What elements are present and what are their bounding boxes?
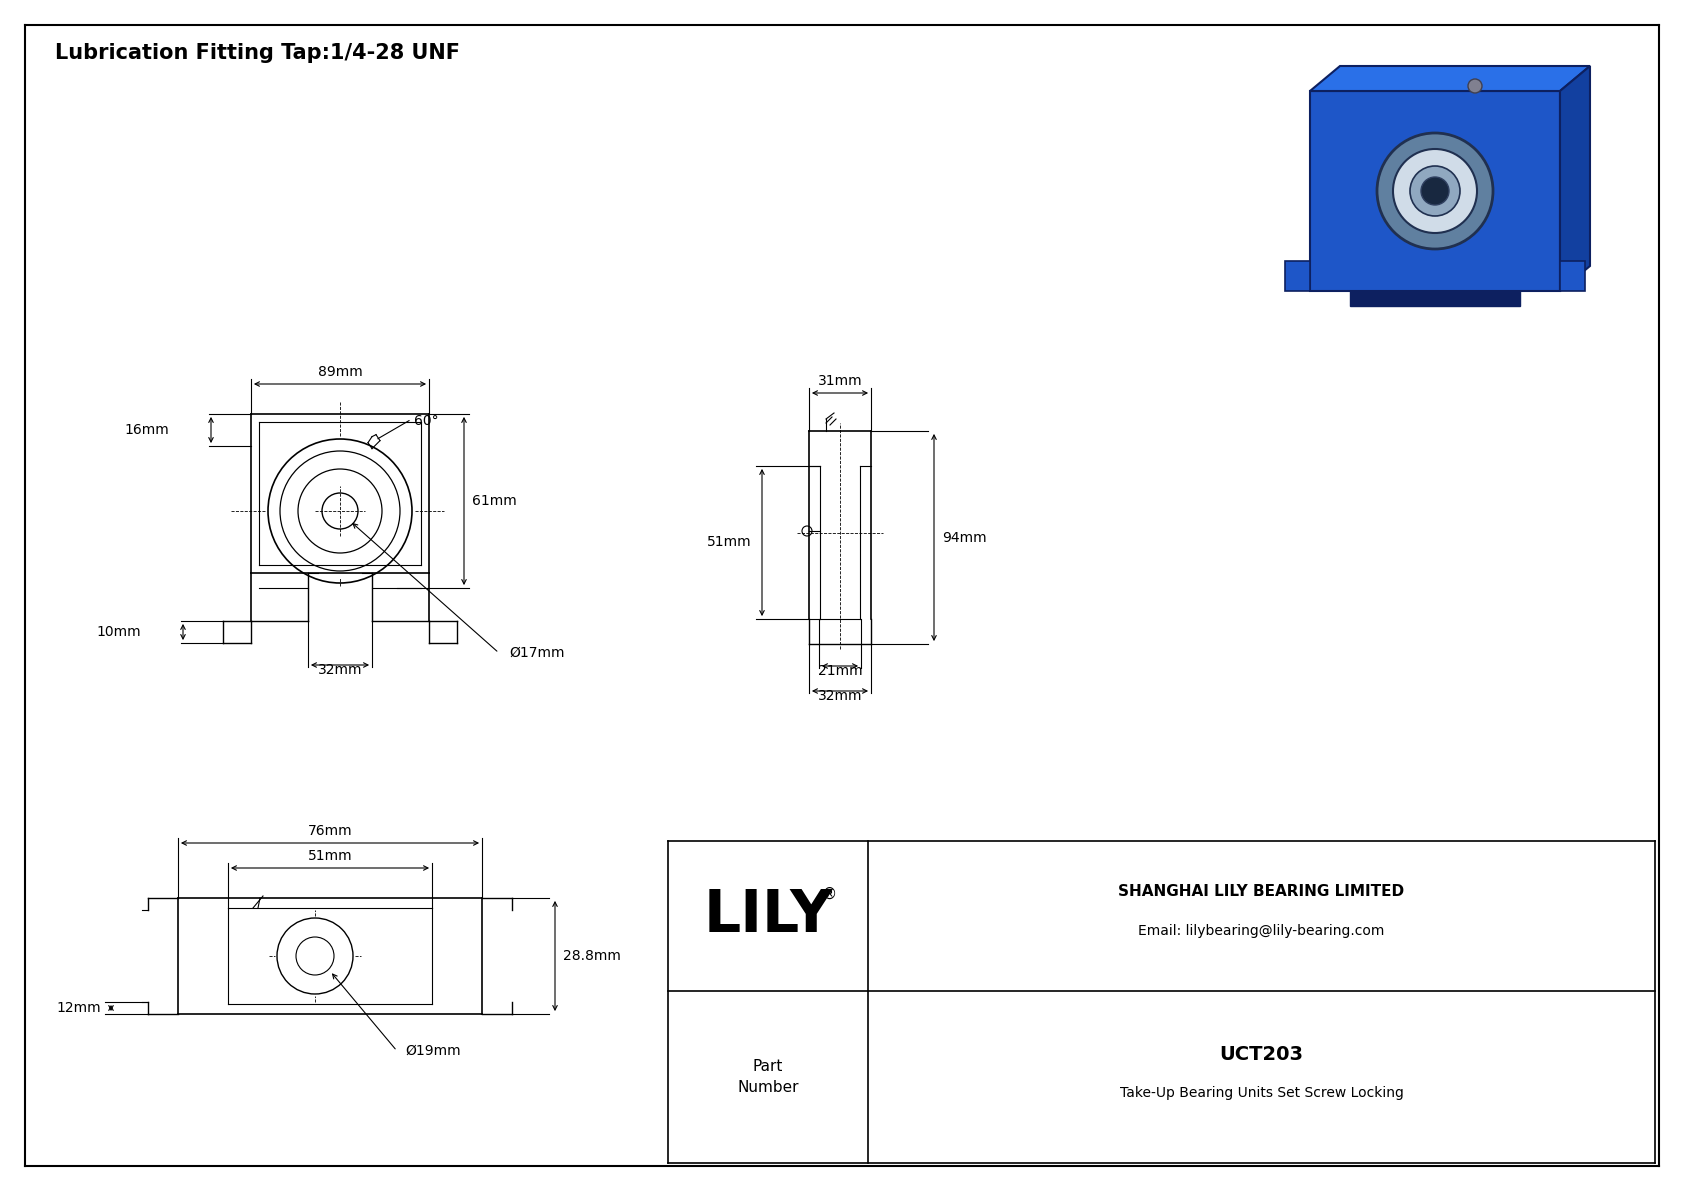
Text: 16mm: 16mm [125, 423, 168, 437]
Text: LILY: LILY [704, 887, 832, 944]
Text: 31mm: 31mm [818, 374, 862, 388]
Circle shape [1421, 177, 1448, 205]
Text: SHANGHAI LILY BEARING LIMITED: SHANGHAI LILY BEARING LIMITED [1118, 884, 1404, 898]
Circle shape [1393, 149, 1477, 233]
Text: UCT203: UCT203 [1219, 1046, 1303, 1065]
Text: 28.8mm: 28.8mm [562, 949, 621, 964]
Text: 60°: 60° [414, 413, 438, 428]
Text: 21mm: 21mm [818, 665, 862, 678]
Circle shape [1468, 79, 1482, 93]
Text: Take-Up Bearing Units Set Screw Locking: Take-Up Bearing Units Set Screw Locking [1120, 1086, 1403, 1100]
Text: 76mm: 76mm [308, 824, 352, 838]
Circle shape [1410, 166, 1460, 216]
Text: Part
Number: Part Number [738, 1059, 798, 1095]
Text: 10mm: 10mm [96, 625, 141, 640]
Text: 51mm: 51mm [308, 849, 352, 863]
Text: 89mm: 89mm [318, 364, 362, 379]
Text: ®: ® [822, 886, 837, 902]
Text: Lubrication Fitting Tap:1/4-28 UNF: Lubrication Fitting Tap:1/4-28 UNF [56, 43, 460, 63]
Polygon shape [1559, 261, 1585, 291]
Text: Ø17mm: Ø17mm [509, 646, 564, 660]
Text: 51mm: 51mm [707, 536, 753, 549]
Text: Email: lilybearing@lily-bearing.com: Email: lilybearing@lily-bearing.com [1138, 924, 1384, 939]
Polygon shape [1559, 66, 1590, 291]
Polygon shape [1310, 66, 1590, 91]
Text: 12mm: 12mm [56, 1000, 101, 1015]
Text: 32mm: 32mm [818, 690, 862, 703]
Text: Ø19mm: Ø19mm [404, 1045, 461, 1058]
Circle shape [1378, 133, 1494, 249]
Polygon shape [1285, 261, 1310, 291]
Polygon shape [1351, 291, 1521, 306]
Text: 32mm: 32mm [318, 663, 362, 676]
Polygon shape [1310, 91, 1559, 291]
Text: 61mm: 61mm [472, 494, 517, 509]
Text: 94mm: 94mm [941, 530, 987, 544]
